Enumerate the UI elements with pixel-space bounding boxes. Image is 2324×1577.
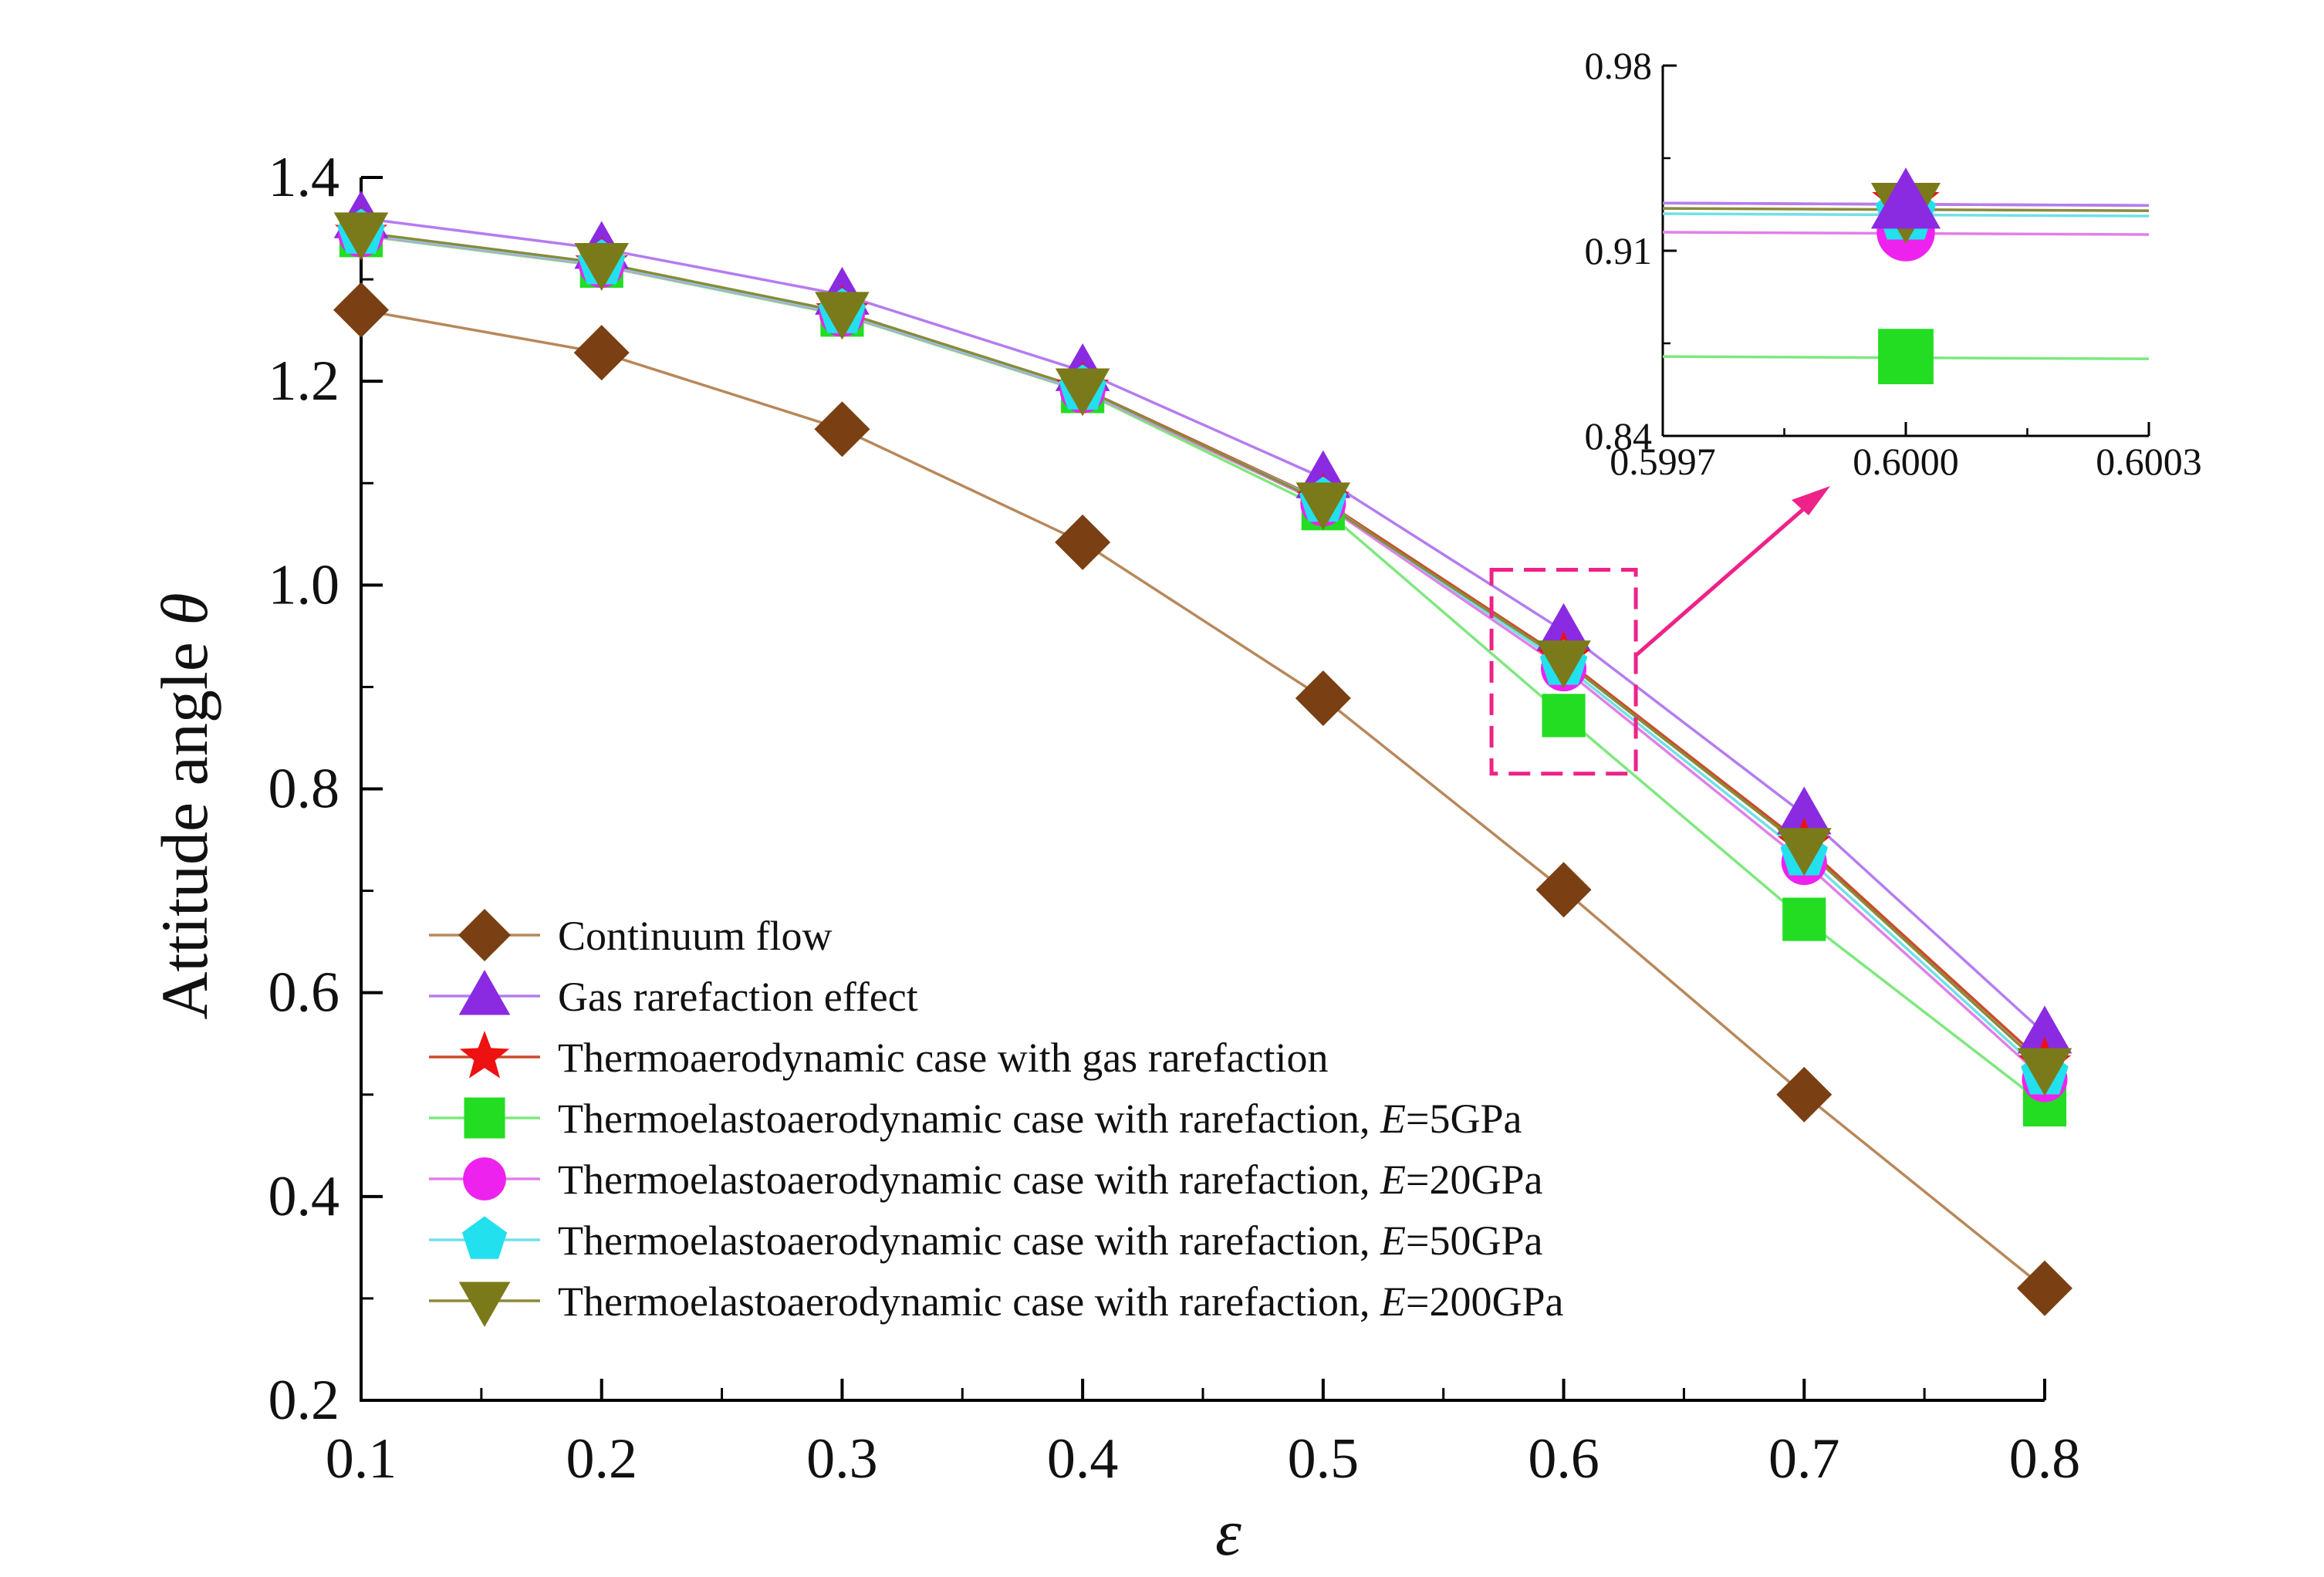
legend-marker xyxy=(458,909,511,961)
legend-marker xyxy=(458,1282,511,1327)
legend-marker xyxy=(461,1216,508,1259)
inset-x-tick-label: 0.5997 xyxy=(1610,440,1716,483)
data-point xyxy=(1777,828,1832,876)
legend-label-symbol: E xyxy=(1380,1217,1406,1264)
legend-label-value: =200GPa xyxy=(1406,1278,1563,1325)
data-point xyxy=(333,282,389,338)
inset-x-tick-label: 0.6000 xyxy=(1853,440,1959,483)
data-point xyxy=(333,212,389,261)
y-tick-label: 1.0 xyxy=(269,553,340,616)
series-line xyxy=(360,231,2046,1069)
data-point xyxy=(1782,897,1826,941)
y-axis-title: Attitude angle θ xyxy=(147,593,221,1019)
legend-label: Thermoelastoaerodynamic case with rarefa… xyxy=(558,1278,1563,1325)
x-tick-label: 0.1 xyxy=(326,1427,397,1491)
data-point xyxy=(573,325,630,381)
legend-label: Thermoaerodynamic case with gas rarefact… xyxy=(558,1035,1329,1081)
legend-label-symbol: E xyxy=(1380,1096,1406,1142)
data-point xyxy=(815,292,870,340)
legend-label: Thermoelastoaerodynamic case with rarefa… xyxy=(558,1096,1522,1142)
legend-label-text: Thermoelastoaerodynamic case with rarefa… xyxy=(558,1217,1380,1264)
data-point xyxy=(1776,1066,1833,1123)
legend: Continuum flow Gas rarefaction effect Ther… xyxy=(429,909,1563,1327)
data-point xyxy=(1055,368,1110,417)
zoom-arrow-line xyxy=(1634,498,1816,657)
y-tick-label: 0.4 xyxy=(269,1165,340,1228)
legend-marker xyxy=(464,1097,505,1139)
y-tick-label: 0.6 xyxy=(269,961,340,1025)
data-point xyxy=(1542,694,1586,738)
zoom-box xyxy=(1489,568,1638,776)
zoom-annotation xyxy=(1489,486,1830,776)
series-line xyxy=(360,217,2046,1035)
inset-y-tick-label: 0.84 xyxy=(1585,414,1653,458)
legend-label-value: =20GPa xyxy=(1406,1157,1542,1203)
legend-marker xyxy=(458,970,511,1015)
data-point xyxy=(2017,1005,2072,1054)
legend-label-symbol: E xyxy=(1380,1278,1406,1325)
zoom-arrow-head xyxy=(1792,486,1830,515)
x-tick-label: 0.5 xyxy=(1288,1427,1360,1491)
legend-label-text: Thermoaerodynamic case with gas rarefact… xyxy=(558,1035,1329,1081)
x-tick-label: 0.6 xyxy=(1528,1427,1599,1491)
data-point xyxy=(2017,1048,2072,1096)
legend-label-text: Thermoelastoaerodynamic case with rarefa… xyxy=(558,1278,1380,1325)
legend-label-text: Continuum flow xyxy=(558,913,833,959)
data-point xyxy=(1536,603,1591,651)
data-point xyxy=(1295,482,1351,531)
legend-label-text: Thermoelastoaerodynamic case with rarefa… xyxy=(558,1157,1380,1203)
data-point xyxy=(814,401,870,458)
data-point xyxy=(1535,862,1592,918)
inset-y-tick-label: 0.91 xyxy=(1585,229,1653,272)
main-axes: 0.1 0.2 0.3 0.4 0.5 0.6 0.7 0.80.20.40.60.81.01… xyxy=(269,146,2081,1491)
x-tick-label: 0.3 xyxy=(806,1427,878,1491)
x-axis-title: ε xyxy=(1215,1495,1241,1569)
y-tick-label: 0.2 xyxy=(269,1369,340,1432)
series-markers xyxy=(333,190,2072,1316)
legend-label: Thermoelastoaerodynamic case with rarefa… xyxy=(558,1217,1542,1264)
data-point xyxy=(1295,670,1351,726)
inset-y-tick-label: 0.98 xyxy=(1585,44,1653,87)
y-tick-label: 1.4 xyxy=(269,146,340,209)
data-point xyxy=(2017,1260,2072,1316)
x-tick-label: 0.8 xyxy=(2009,1427,2081,1491)
data-point xyxy=(1777,786,1832,835)
series-lines xyxy=(360,217,2046,1290)
legend-label: Thermoelastoaerodynamic case with rarefa… xyxy=(558,1157,1542,1203)
legend-label-text: Thermoelastoaerodynamic case with rarefa… xyxy=(558,1096,1380,1142)
legend-label-symbol: E xyxy=(1380,1157,1406,1203)
inset-x-tick-label: 0.6003 xyxy=(2096,440,2202,483)
y-tick-label: 1.2 xyxy=(269,350,340,413)
y-tick-label: 0.8 xyxy=(269,758,340,821)
series-line xyxy=(360,308,2046,1290)
legend-marker xyxy=(463,1157,506,1200)
inset-data-point xyxy=(1870,167,1941,229)
inset-plot: 0.5997 0.6000 0.6003 0.84 0.91 0.98 xyxy=(1585,44,2202,483)
x-tick-label: 0.2 xyxy=(566,1427,637,1491)
legend-label-value: =5GPa xyxy=(1406,1096,1522,1142)
legend-label: Continuum flow xyxy=(558,913,833,959)
inset-data-point xyxy=(1878,329,1934,385)
data-point xyxy=(574,243,629,291)
y-axis-title-text: Attitude angle xyxy=(147,626,221,1020)
data-point xyxy=(1536,640,1591,689)
legend-label-text: Gas rarefaction effect xyxy=(558,974,918,1020)
legend-label: Gas rarefaction effect xyxy=(558,974,918,1020)
x-tick-label: 0.7 xyxy=(1768,1427,1840,1491)
y-axis-title-symbol: θ xyxy=(147,593,221,625)
x-tick-label: 0.4 xyxy=(1047,1427,1119,1491)
legend-marker xyxy=(459,1031,510,1079)
data-point xyxy=(1055,514,1111,570)
legend-label-value: =50GPa xyxy=(1406,1217,1542,1264)
